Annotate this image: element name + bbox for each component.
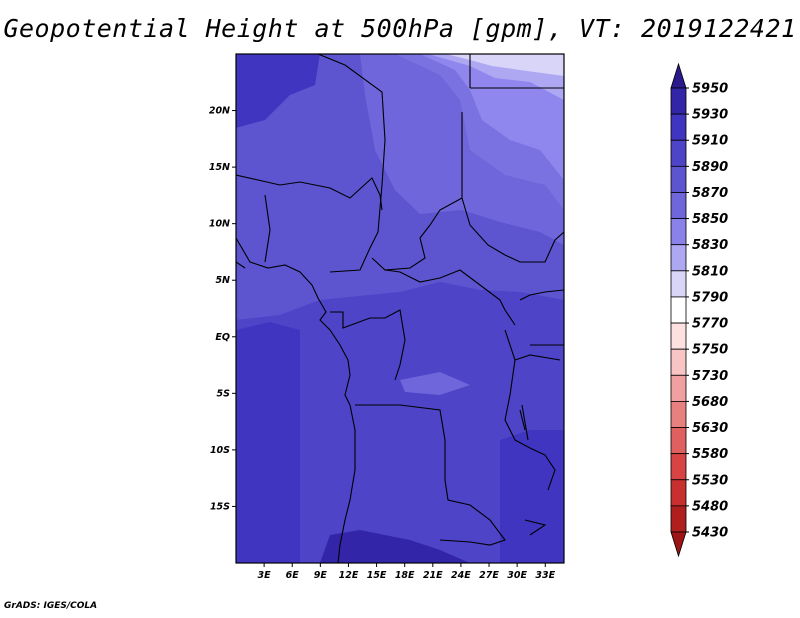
lat-label: 5N bbox=[215, 275, 230, 286]
colorbar-label: 5480 bbox=[692, 499, 728, 514]
height-field bbox=[236, 54, 564, 563]
map-frame bbox=[235, 53, 565, 564]
colorbar: 5950 5930 5910 5890 5870 5850 5830 5810 5790 5770… bbox=[670, 62, 728, 558]
field-south bbox=[236, 282, 564, 563]
lat-label: 20N bbox=[209, 106, 230, 117]
lat-label: 10N bbox=[209, 219, 230, 230]
grads-credit: GrADS: IGES/COLA bbox=[4, 601, 98, 611]
colorbar-box bbox=[670, 401, 687, 428]
field-patch bbox=[400, 372, 470, 395]
colorbar-label: 5890 bbox=[692, 160, 728, 175]
colorbar-box bbox=[670, 218, 687, 246]
lon-label: 18E bbox=[395, 570, 415, 581]
colorbar-label: 5910 bbox=[692, 134, 728, 149]
lon-label: 6E bbox=[286, 570, 300, 581]
lon-label: 9E bbox=[314, 570, 328, 581]
lon-label: 15E bbox=[367, 570, 387, 581]
field-se-5890 bbox=[500, 430, 564, 563]
latitude-axis: 20N 15N 10N 5N EQ 5S 10S 15S bbox=[209, 106, 236, 512]
colorbar-box bbox=[670, 296, 687, 324]
colorbar-label: 5580 bbox=[692, 447, 728, 462]
colorbar-box bbox=[670, 165, 687, 193]
colorbar-label: 5930 bbox=[692, 108, 728, 123]
colorbar-box bbox=[670, 244, 687, 272]
lat-label: 15N bbox=[209, 162, 230, 173]
colorbar-box bbox=[670, 270, 687, 298]
colorbar-bottom-triangle bbox=[670, 531, 687, 558]
lat-label: 5S bbox=[217, 388, 231, 399]
colorbar-label: 5750 bbox=[692, 343, 728, 358]
lon-label: 33E bbox=[535, 570, 555, 581]
colorbar-label: 5530 bbox=[692, 473, 728, 488]
political-boundaries bbox=[236, 54, 564, 563]
field-nw-5890 bbox=[236, 54, 320, 128]
colorbar-box bbox=[670, 139, 687, 167]
colorbar-top-triangle bbox=[670, 62, 687, 89]
colorbar-box bbox=[670, 192, 687, 219]
colorbar-box bbox=[670, 505, 687, 533]
field-5790 bbox=[446, 54, 564, 76]
lon-label: 21E bbox=[423, 570, 443, 581]
lon-label: 3E bbox=[258, 570, 272, 581]
colorbar-label: 5950 bbox=[692, 82, 728, 97]
field-5830 bbox=[420, 54, 564, 180]
lon-label: 24E bbox=[451, 570, 471, 581]
longitude-axis: 3E 6E 9E 12E 15E 18E 21E 24E 27E 30E 33E bbox=[258, 563, 556, 581]
lat-label: EQ bbox=[215, 332, 230, 343]
colorbar-box bbox=[670, 374, 687, 402]
lon-label: 30E bbox=[507, 570, 527, 581]
colorbar-box bbox=[670, 427, 687, 455]
colorbar-label: 5630 bbox=[692, 421, 728, 436]
field-sw-5890 bbox=[236, 322, 300, 563]
colorbar-label: 5680 bbox=[692, 395, 728, 410]
field-s-5910 bbox=[320, 530, 470, 563]
colorbar-box bbox=[670, 348, 687, 376]
colorbar-label: 5830 bbox=[692, 238, 728, 253]
colorbar-label: 5810 bbox=[692, 264, 728, 279]
lat-label: 10S bbox=[210, 445, 230, 456]
colorbar-label: 5870 bbox=[692, 186, 728, 201]
lon-label: 27E bbox=[479, 570, 499, 581]
colorbar-box bbox=[670, 113, 687, 141]
lat-label: 15S bbox=[210, 501, 230, 512]
colorbar-box bbox=[670, 453, 687, 481]
chart-title: Geopotential Height at 500hPa [gpm], VT:… bbox=[3, 14, 797, 43]
colorbar-label: 5730 bbox=[692, 369, 728, 384]
colorbar-label: 5430 bbox=[692, 526, 728, 541]
colorbar-box bbox=[670, 322, 687, 350]
colorbar-label: 5850 bbox=[692, 212, 728, 227]
colorbar-box bbox=[670, 87, 687, 115]
lon-label: 12E bbox=[339, 570, 359, 581]
colorbar-label: 5770 bbox=[692, 317, 728, 332]
colorbar-box bbox=[670, 479, 687, 507]
colorbar-label: 5790 bbox=[692, 290, 728, 305]
